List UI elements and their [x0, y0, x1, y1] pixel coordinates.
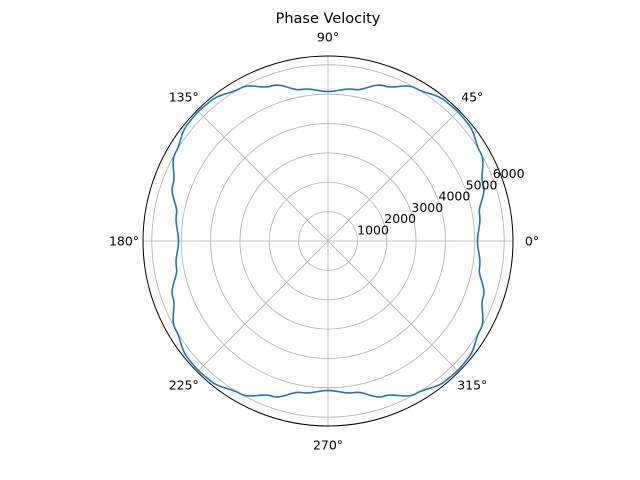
r-tick-label: 5000	[466, 177, 498, 192]
theta-tick-label: 135°	[169, 89, 199, 104]
r-tick-label: 2000	[384, 211, 416, 226]
r-tick-label: 6000	[493, 166, 525, 181]
r-tick-label: 1000	[357, 222, 389, 237]
theta-tick-label: 45°	[461, 89, 483, 104]
tick-labels: 0° 45° 90° 135° 180° 225° 270° 315° 100020003000…	[109, 30, 539, 453]
polar-frame	[142, 55, 514, 427]
theta-tick-label: 0°	[525, 234, 539, 249]
theta-tick-label: 315°	[457, 378, 487, 393]
theta-gridline	[196, 109, 329, 242]
theta-gridline	[327, 240, 460, 373]
theta-gridline	[327, 109, 460, 242]
theta-tick-label: 180°	[109, 234, 139, 249]
r-tick-label: 3000	[411, 200, 443, 215]
theta-tick-label: 90°	[317, 30, 339, 45]
r-tick-label: 4000	[439, 189, 471, 204]
theta-gridline	[196, 240, 329, 373]
grid	[143, 56, 513, 426]
phase-velocity-line	[171, 84, 485, 398]
chart-title: Phase Velocity	[276, 11, 381, 27]
theta-tick-label: 270°	[313, 438, 343, 453]
theta-tick-label: 225°	[169, 378, 199, 393]
series-layer	[171, 84, 485, 398]
